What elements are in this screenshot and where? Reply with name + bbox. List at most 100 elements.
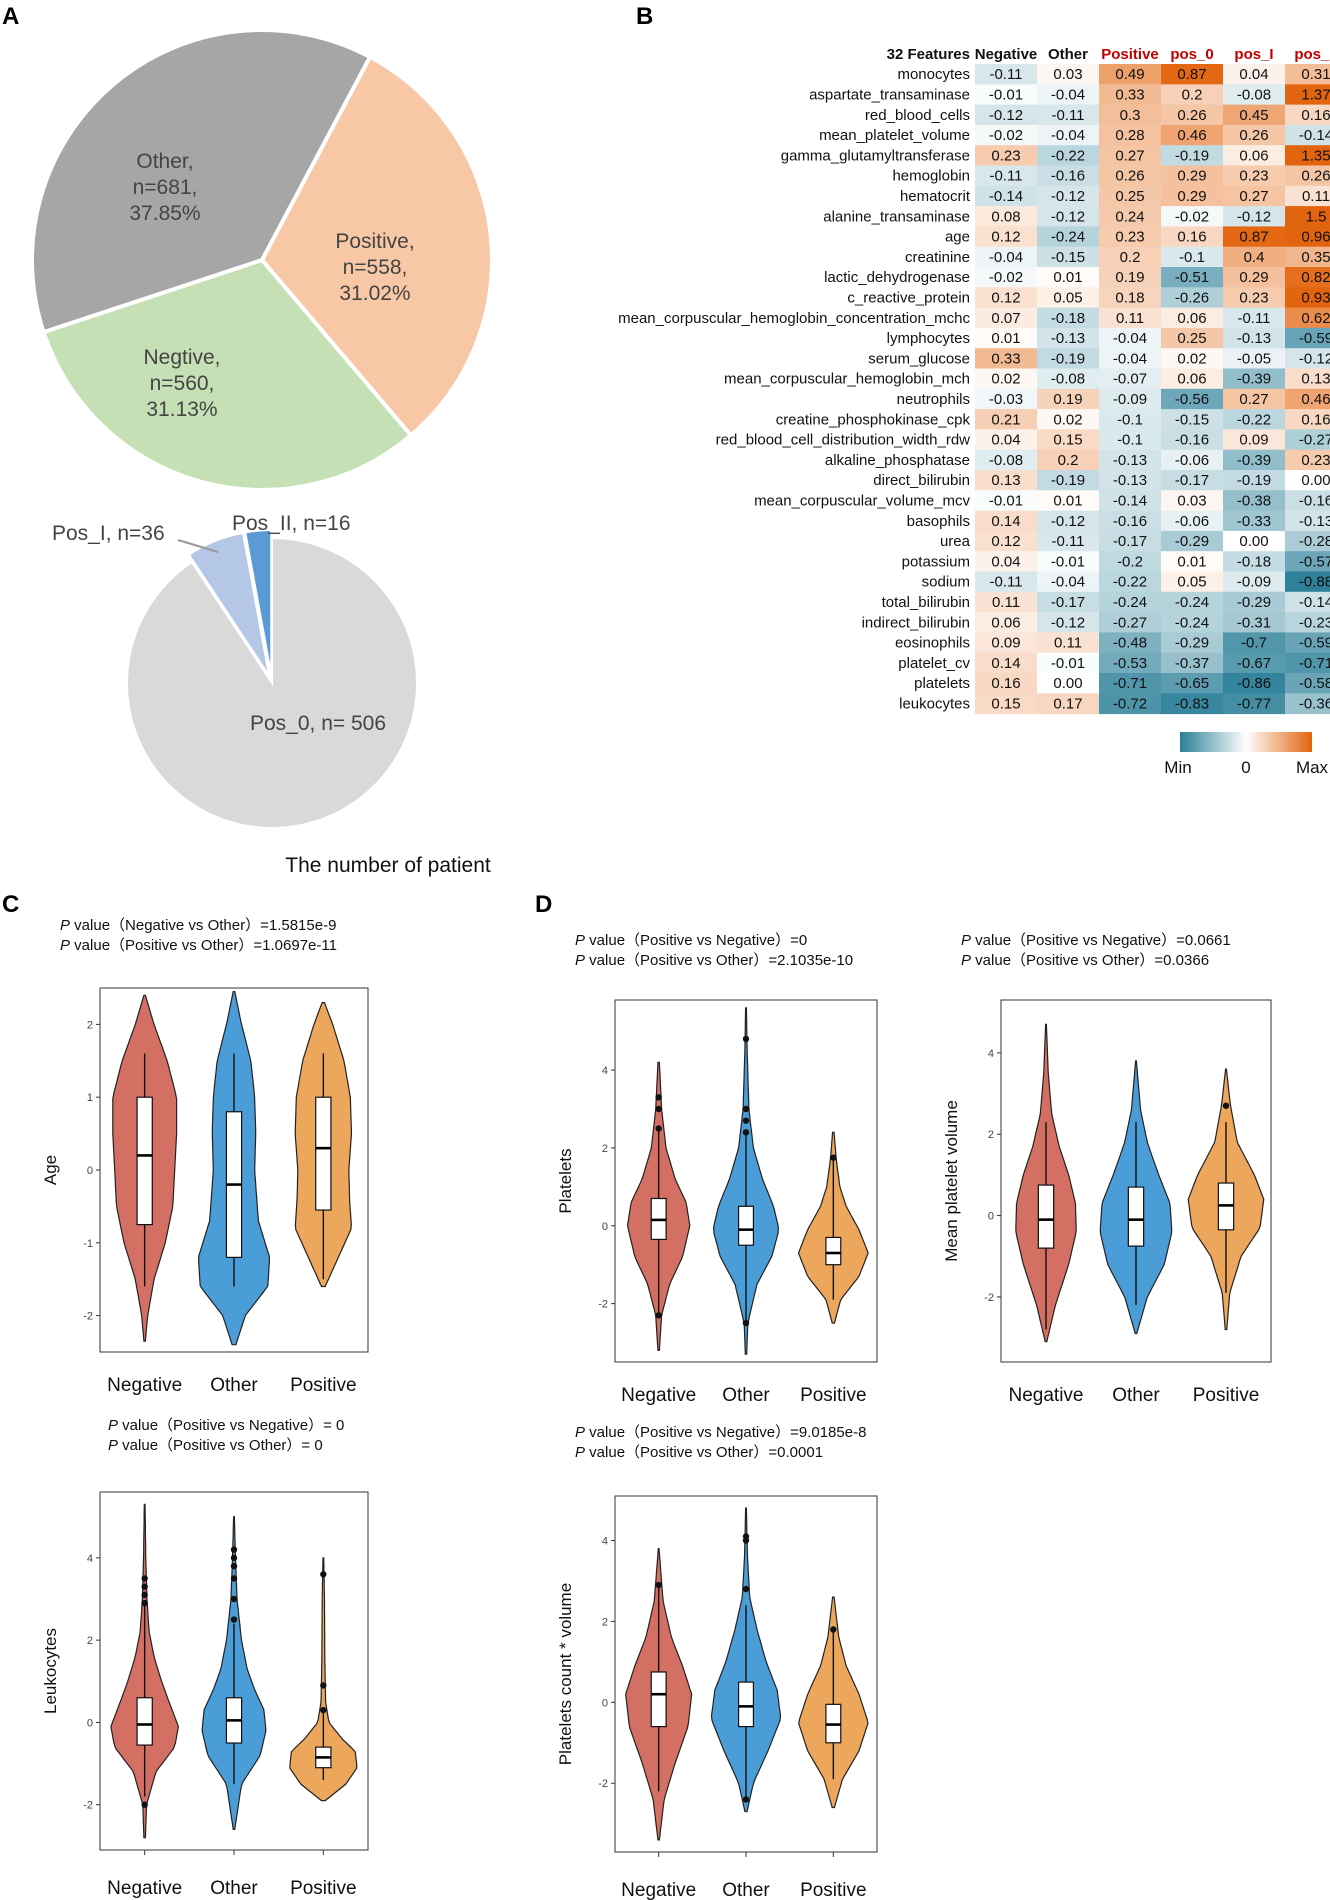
pie-label: Negtive, bbox=[143, 346, 220, 369]
feature-heatmap: 32 Features Negative Other Positive pos_0 pos… bbox=[618, 46, 1330, 777]
p-text: value（Positive vs Negative）=0 bbox=[585, 932, 807, 949]
heatmap-cell bbox=[1037, 530, 1100, 552]
heatmap-cell-value: 0.15 bbox=[991, 696, 1020, 713]
heatmap-cell bbox=[1037, 652, 1100, 674]
heatmap-cell-value: -0.1 bbox=[1179, 249, 1205, 266]
heatmap-cell bbox=[1285, 571, 1330, 593]
heatmap-cell-value: 0.18 bbox=[1115, 290, 1144, 307]
y-tick-label: 0 bbox=[87, 1717, 93, 1729]
heatmap-cell bbox=[1223, 104, 1286, 126]
heatmap-cell-value: 0.19 bbox=[1053, 391, 1082, 408]
heatmap-cell bbox=[1037, 571, 1100, 593]
heatmap-cell bbox=[1099, 64, 1162, 85]
heatmap-cell-value: -0.01 bbox=[1051, 553, 1085, 570]
heatmap-cell bbox=[1037, 145, 1100, 166]
heatmap-cell bbox=[1223, 652, 1286, 674]
heatmap-cell-value: -0.23 bbox=[1299, 614, 1330, 631]
heatmap-cell bbox=[1285, 84, 1330, 106]
heatmap-cell bbox=[1161, 530, 1224, 552]
panel-letter-a: A bbox=[2, 3, 19, 30]
heatmap-cell bbox=[1223, 388, 1286, 410]
heatmap-cell-value: 0.49 bbox=[1115, 66, 1144, 83]
heatmap-cell bbox=[1099, 409, 1162, 430]
heatmap-cell-value: -0.12 bbox=[1237, 208, 1271, 225]
heatmap-cell-value: -0.06 bbox=[1175, 513, 1209, 530]
heatmap-cell bbox=[1161, 327, 1224, 349]
heatmap-cell bbox=[1099, 591, 1162, 613]
heatmap-cell-value: 0.87 bbox=[1239, 229, 1268, 246]
heatmap-cell-value: 1.35 bbox=[1301, 147, 1330, 164]
x-category-label: Other bbox=[210, 1878, 258, 1899]
y-tick-label: -2 bbox=[83, 1311, 93, 1323]
heatmap-cell-value: 0.04 bbox=[991, 432, 1020, 449]
heatmap-row-label: indirect_bilirubin bbox=[862, 614, 970, 631]
heatmap-cell-value: -0.02 bbox=[989, 269, 1023, 286]
heatmap-row-label: hemoglobin bbox=[892, 168, 970, 185]
heatmap-cell bbox=[1223, 591, 1286, 613]
heatmap-cell-value: 0.14 bbox=[991, 655, 1020, 672]
heatmap-cell-value: -0.71 bbox=[1299, 655, 1330, 672]
heatmap-row-label: red_blood_cells bbox=[865, 107, 970, 124]
heatmap-cell bbox=[975, 693, 1038, 715]
box-iqr bbox=[825, 1236, 842, 1266]
heatmap-cell-value: 0.01 bbox=[991, 330, 1020, 347]
heatmap-cell-value: -0.06 bbox=[1175, 452, 1209, 469]
p-symbol: P bbox=[60, 917, 70, 934]
heatmap-cell-value: -0.27 bbox=[1113, 614, 1147, 631]
heatmap-cell-value: 0.04 bbox=[1239, 66, 1268, 83]
heatmap-cell bbox=[1099, 612, 1162, 633]
heatmap-row-label: gamma_glutamyltransferase bbox=[781, 147, 970, 164]
heatmap-cell bbox=[1285, 409, 1330, 430]
heatmap-cell-value: -0.14 bbox=[1299, 127, 1330, 144]
heatmap-cell-value: 0.2 bbox=[1120, 249, 1141, 266]
y-tick-label: 2 bbox=[988, 1129, 994, 1141]
heatmap-cell bbox=[1161, 124, 1224, 146]
heatmap-row-label: eosinophils bbox=[895, 635, 970, 652]
heatmap-cell-value: -0.08 bbox=[1237, 87, 1271, 104]
heatmap-cell-value: -0.17 bbox=[1051, 594, 1085, 611]
heatmap-cell-value: 0.16 bbox=[1301, 107, 1330, 124]
heatmap-cell-value: 0.33 bbox=[991, 350, 1020, 367]
violin-group-negative: Negative bbox=[107, 994, 182, 1396]
heatmap-cell bbox=[1099, 287, 1162, 309]
heatmap-cell-value: -0.04 bbox=[1051, 127, 1085, 144]
heatmap-row-label: creatinine bbox=[905, 249, 970, 266]
heatmap-cell-value: 0.96 bbox=[1301, 229, 1330, 246]
heatmap-cell-value: -0.71 bbox=[1113, 675, 1147, 692]
y-tick-label: 4 bbox=[602, 1536, 608, 1548]
heatmap-cell bbox=[1285, 693, 1330, 715]
heatmap-cell bbox=[975, 246, 1038, 268]
heatmap-cell bbox=[1037, 429, 1100, 451]
heatmap-cell-value: 0.13 bbox=[991, 472, 1020, 489]
heatmap-cell bbox=[1285, 490, 1330, 512]
heatmap-cell bbox=[1223, 185, 1286, 207]
pie-label-pos-i: Pos_I, n=36 bbox=[52, 522, 165, 545]
heatmap-row-label: total_bilirubin bbox=[882, 594, 970, 611]
heatmap-cell bbox=[1161, 612, 1224, 633]
heatmap-cell bbox=[1037, 226, 1100, 248]
heatmap-row-label: urea bbox=[940, 533, 971, 550]
y-tick-label: 2 bbox=[602, 1143, 608, 1155]
heatmap-cell bbox=[975, 571, 1038, 593]
violin-shape bbox=[289, 1557, 358, 1802]
heatmap-cell bbox=[1099, 165, 1162, 187]
heatmap-cell-value: -0.31 bbox=[1237, 614, 1271, 631]
heatmap-cell-value: 0.01 bbox=[1053, 269, 1082, 286]
heatmap-cell-value: 0.12 bbox=[991, 229, 1020, 246]
y-tick-label: 2 bbox=[87, 1019, 93, 1031]
heatmap-cell-value: 0.35 bbox=[1301, 249, 1330, 266]
heatmap-cell-value: -0.83 bbox=[1175, 696, 1209, 713]
p-symbol: P bbox=[60, 937, 70, 954]
outlier-point bbox=[655, 1125, 662, 1132]
heatmap-cell-value: 0.01 bbox=[1177, 553, 1206, 570]
heatmap-cell bbox=[1223, 206, 1286, 227]
p-text: value（Positive vs Other）=0.0366 bbox=[971, 952, 1209, 969]
heatmap-cell-value: 0.13 bbox=[1301, 371, 1330, 388]
heatmap-cell bbox=[975, 185, 1038, 207]
heatmap-cell-value: -0.28 bbox=[1299, 533, 1330, 550]
heatmap-cell bbox=[1285, 632, 1330, 654]
violin-group-positive: Positive bbox=[290, 1002, 357, 1396]
pie-label: Other, bbox=[136, 150, 193, 173]
y-axis-label: Age bbox=[41, 1155, 60, 1185]
heatmap-cell bbox=[975, 307, 1038, 329]
